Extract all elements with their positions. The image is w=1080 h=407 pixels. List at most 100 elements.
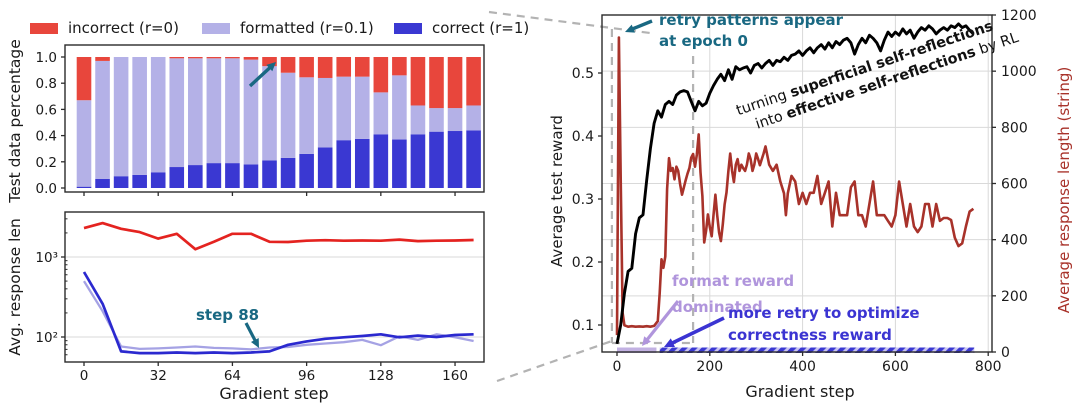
arrow-more-retry — [669, 316, 725, 346]
axis-label-avg-response-len: Avg. response len — [6, 218, 24, 356]
bar-segment-incorrect — [317, 57, 333, 78]
legend-label-incorrect: incorrect (r=0) — [68, 19, 179, 37]
bar-segment-correct — [206, 163, 222, 188]
bar-segment-correct — [113, 176, 129, 188]
y-tick-label: 0.8 — [36, 76, 57, 92]
bar-segment-correct — [188, 165, 203, 188]
bar-segment-incorrect — [354, 57, 370, 77]
bar-segment-formatted — [410, 105, 426, 135]
bar-segment-incorrect — [188, 57, 203, 59]
bar-segment-formatted — [132, 57, 147, 175]
bar-segment-formatted — [262, 66, 277, 161]
bar-segment-correct — [243, 164, 259, 188]
bar-segment-incorrect — [299, 57, 314, 78]
line-test-reward — [615, 22, 975, 345]
arrow-step-88 — [244, 322, 258, 344]
annotation-step-88: step 88 — [196, 306, 260, 324]
y-tick-label-right: 400 — [1001, 233, 1028, 249]
bar-segment-incorrect — [392, 57, 407, 76]
y-tick-label-right: 200 — [1001, 289, 1028, 305]
x-tick-label: 128 — [368, 368, 394, 384]
bar-segment-incorrect — [373, 57, 389, 93]
bar-segment-formatted — [76, 100, 92, 187]
y-tick-label: 10³ — [35, 250, 58, 266]
bar-segment-formatted — [206, 58, 222, 164]
legend-label-correct: correct (r=1) — [432, 19, 530, 37]
bar-segment-correct — [150, 172, 166, 188]
legend-label-formatted: formatted (r=0.1) — [240, 19, 374, 37]
legend-item-correct: correct (r=1) — [394, 19, 529, 37]
bar-segment-formatted — [243, 59, 259, 165]
bar-segment-correct — [317, 147, 333, 188]
y-tick-label-right: 800 — [1001, 120, 1028, 136]
phase-bar-solid — [617, 347, 657, 353]
bar-segment-correct — [262, 160, 277, 188]
bar-segment-incorrect — [262, 57, 277, 67]
annotation-retry-line1: retry patterns appear — [659, 11, 844, 29]
bar-segment-incorrect — [206, 57, 222, 59]
legend-swatch-formatted — [202, 22, 230, 34]
y-tick-label-right: 1000 — [1001, 64, 1037, 80]
x-tick-label: 96 — [298, 368, 315, 384]
bar-segment-formatted — [280, 72, 296, 158]
x-tick-label: 0 — [80, 368, 89, 384]
bar-segment-formatted — [95, 60, 110, 179]
bar-segment-formatted — [354, 76, 370, 139]
bar-segment-correct — [336, 140, 352, 188]
axis-label-average-test-reward: Average test reward — [548, 115, 566, 267]
bar-segment-correct — [95, 178, 110, 188]
y-tick-label: 0.6 — [36, 102, 57, 118]
y-tick-label-right: 1200 — [1001, 8, 1037, 24]
x-tick-label: 64 — [224, 368, 241, 384]
bar-segment-formatted — [429, 108, 444, 132]
y-tick-label-right: 0 — [1001, 345, 1010, 361]
y-tick-label-left: 0.1 — [572, 318, 594, 334]
axes-spines — [64, 211, 485, 363]
bar-segment-incorrect — [280, 57, 296, 73]
bar-segment-correct — [299, 153, 314, 188]
y-tick-label: 0.4 — [36, 129, 57, 145]
line-formatted — [83, 280, 474, 351]
bar-segment-formatted — [169, 58, 185, 168]
annotation-format-line2: dominated — [672, 298, 763, 316]
legend-swatch-correct — [394, 22, 422, 34]
bar-segment-correct — [410, 134, 426, 188]
arrow-format-reward — [644, 300, 680, 343]
bar-segment-formatted — [373, 92, 389, 135]
bar-segment-correct — [447, 131, 463, 188]
bar-segment-correct — [429, 131, 444, 188]
x-tick-label: 200 — [696, 359, 723, 375]
annotation-more-retry: more retry to optimize correctness rewar… — [728, 302, 920, 346]
x-tick-label: 32 — [150, 368, 167, 384]
legend-swatch-incorrect — [30, 22, 58, 34]
arrow-bar-shift — [248, 64, 273, 88]
zoom-connector-bottom — [496, 339, 613, 383]
line-correct — [82, 271, 474, 355]
bar-segment-incorrect — [466, 57, 481, 106]
arrow-retry-patterns — [625, 24, 635, 33]
bar-segment-formatted — [150, 57, 166, 173]
bar-segment-formatted — [225, 58, 240, 164]
y-tick-label: 0.0 — [36, 181, 57, 197]
bar-segment-correct — [280, 157, 296, 188]
axis-label-average-response-length: Average response length (string) — [1055, 66, 1073, 314]
line-incorrect — [83, 221, 474, 251]
bar-segment-incorrect — [447, 57, 463, 109]
y-tick-label-left: 0.2 — [572, 255, 594, 271]
x-tick-label: 600 — [882, 359, 909, 375]
line-response-length — [615, 36, 975, 336]
bar-segment-formatted — [317, 77, 333, 148]
y-tick-label-right: 600 — [1001, 177, 1028, 193]
bar-segment-correct — [354, 138, 370, 188]
bar-segment-incorrect — [429, 57, 444, 109]
bar-segment-formatted — [188, 58, 203, 166]
legend-item-incorrect: incorrect (r=0) — [30, 19, 179, 37]
bar-segment-incorrect — [95, 57, 110, 61]
bar-segment-correct — [392, 139, 407, 188]
bar-segment-correct — [225, 163, 240, 188]
axis-label-gradient-step-right: Gradient step — [745, 382, 855, 401]
bar-segment-incorrect — [76, 57, 92, 101]
axes-spines — [64, 44, 485, 193]
annotation-retry-line2: at epoch 0 — [659, 32, 748, 50]
